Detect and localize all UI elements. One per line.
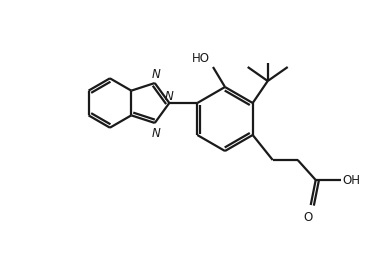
Text: O: O [303, 210, 312, 223]
Text: N: N [151, 68, 160, 81]
Text: N: N [165, 89, 174, 102]
Text: OH: OH [343, 174, 361, 187]
Text: HO: HO [192, 52, 210, 65]
Text: N: N [151, 126, 160, 139]
